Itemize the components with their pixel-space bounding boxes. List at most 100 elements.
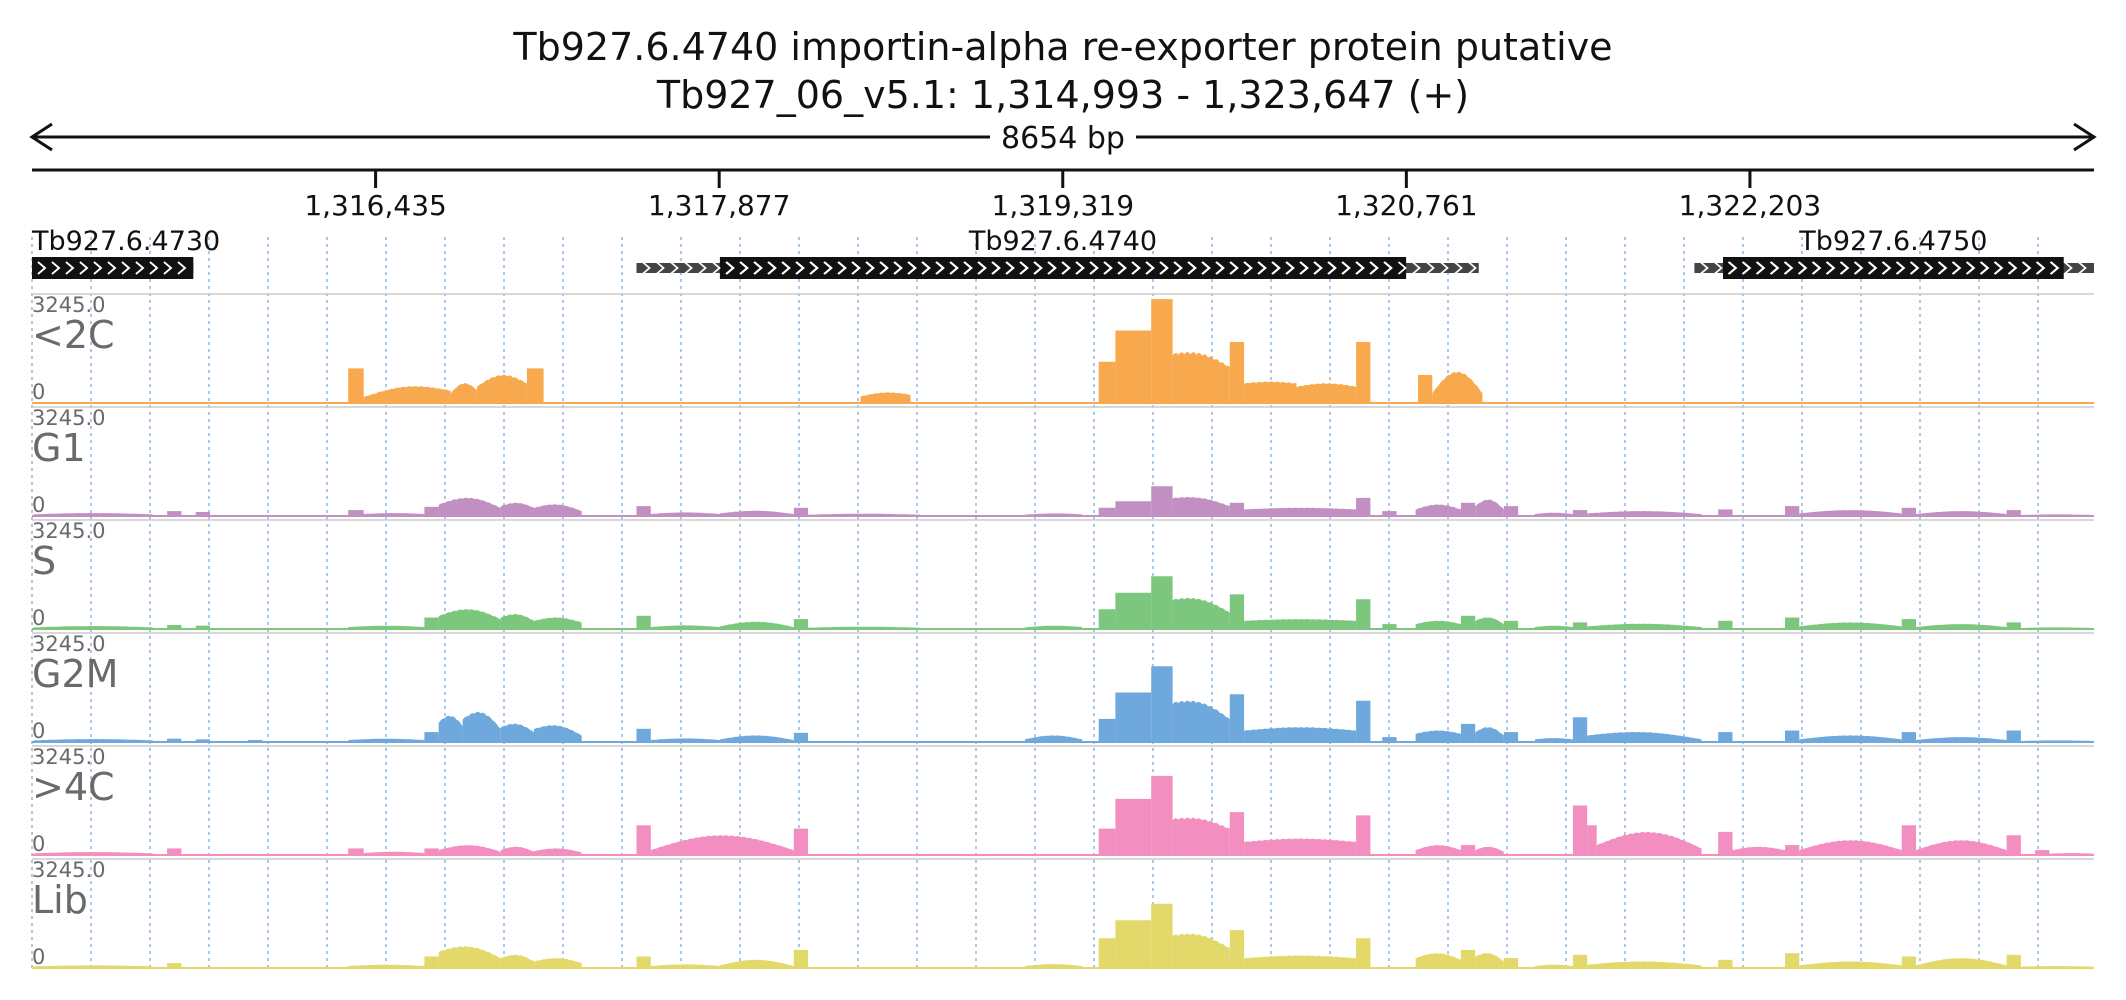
coverage-block (476, 374, 527, 403)
coverage-block (2035, 850, 2050, 855)
coverage-block (1098, 718, 1116, 742)
gene-label: Tb927.6.4740 (968, 226, 1157, 257)
span-length-label: 8654 bp (1001, 121, 1125, 156)
coverage-block (1718, 959, 1733, 968)
coverage-block (363, 851, 425, 855)
coverage-block (1115, 592, 1152, 629)
gene-Tb927-6-4740[interactable] (636, 257, 1479, 279)
gene-models: Tb927.6.4730 Tb927.6.4740 Tb927.6.4750 (31, 226, 2094, 279)
coverage-block (424, 617, 439, 629)
gene-Tb927-6-4730[interactable] (32, 257, 194, 279)
coverage-block (1244, 381, 1297, 403)
track-ymax-label: 3245.0 (32, 519, 105, 543)
coverage-block (1415, 953, 1461, 968)
track-label: G1 (32, 426, 86, 470)
coverage-block (1901, 507, 1916, 516)
coverage-block (1785, 845, 1800, 855)
coverage-block (1229, 930, 1245, 968)
coverage-block (2020, 740, 2094, 742)
coverage-block (33, 626, 153, 629)
track-label: Lib (32, 878, 88, 922)
coverage-block (1475, 499, 1504, 516)
coverage-block (500, 954, 534, 968)
coverage-block (1024, 513, 1083, 516)
coverage-block (2006, 622, 2021, 629)
coverage-block (2006, 835, 2021, 855)
coverage-block (195, 512, 210, 516)
coverage-block (1916, 624, 2007, 629)
coverage-block (719, 735, 794, 742)
coverage-block (438, 946, 501, 968)
coverage-block (1244, 507, 1357, 516)
coverage-block (1098, 361, 1116, 403)
coverage-block (1229, 342, 1245, 403)
coverage-block (500, 723, 534, 742)
chart-title: Tb927.6.4740 importin-alpha re-exporter … (512, 25, 1612, 69)
strand-chevrons (725, 261, 1393, 275)
gene-label: Tb927.6.4750 (1798, 226, 1987, 257)
track-ymin-label: 0 (32, 606, 45, 630)
coverage-block (438, 497, 501, 516)
coverage-block (167, 511, 182, 516)
coverage-block (719, 510, 794, 516)
coverage-block (1229, 594, 1245, 629)
coverage-block (1115, 330, 1152, 403)
track-ymax-label: 3245.0 (32, 858, 105, 882)
track-label: <2C (32, 313, 115, 357)
coverage-block (1151, 576, 1173, 629)
coverage-block (1503, 506, 1519, 516)
coverage-block (1460, 845, 1476, 855)
coverage-block (424, 956, 439, 968)
coverage-block (1432, 371, 1483, 403)
coverage-block (1098, 507, 1116, 516)
coverage-block (650, 964, 720, 968)
coverage-block (1572, 805, 1588, 855)
track-label: >4C (32, 765, 115, 809)
coverage-block (167, 963, 182, 968)
coverage-block (1460, 615, 1476, 629)
track-ymax-label: 3245.0 (32, 632, 105, 656)
coverage-block (1098, 609, 1116, 629)
coverage-block (1799, 622, 1902, 629)
coverage-block (2006, 954, 2021, 968)
strand-chevrons (37, 261, 187, 275)
coverage-block (195, 739, 210, 742)
track-ymax-label: 3245.0 (32, 293, 105, 317)
coverage-block (636, 956, 651, 968)
coverage-block (1534, 964, 1573, 968)
coverage-block (1115, 798, 1152, 855)
coverage-block (1415, 504, 1461, 516)
coverage-block (1024, 964, 1083, 968)
coverage-block (1115, 692, 1152, 742)
coverage-block (1475, 617, 1504, 629)
coverage-block (636, 728, 651, 742)
track-ymin-label: 0 (32, 380, 45, 404)
coverage-block (348, 368, 364, 403)
coverage-block (1356, 938, 1371, 968)
coverage-block (33, 852, 153, 855)
coverage-block (1172, 817, 1230, 855)
coverage-block (1587, 961, 1702, 968)
coverage-block (33, 965, 153, 968)
coverage-block (1356, 700, 1371, 742)
coverage-block (1382, 624, 1397, 629)
coverage-block (1785, 506, 1800, 516)
coverage-tracks: <2C3245.00G13245.00S3245.00G2M3245.00>4C… (32, 293, 2094, 969)
coverage-block (2020, 966, 2094, 968)
coverage-block (1151, 666, 1173, 742)
coverage-block (1785, 730, 1800, 742)
coverage-block (1151, 903, 1173, 968)
coverage-block (1151, 775, 1173, 855)
coverage-block (1415, 730, 1461, 742)
track-ymax-label: 3245.0 (32, 406, 105, 430)
coverage-block (1172, 497, 1230, 516)
coverage-block (1172, 933, 1230, 968)
gene-Tb927-6-4750[interactable] (1694, 257, 2094, 279)
coverage-block (1418, 375, 1433, 403)
ruler-tick-label: 1,317,877 (648, 189, 791, 222)
coverage-block (650, 512, 720, 516)
ruler-tick-label: 1,319,319 (992, 189, 1135, 222)
